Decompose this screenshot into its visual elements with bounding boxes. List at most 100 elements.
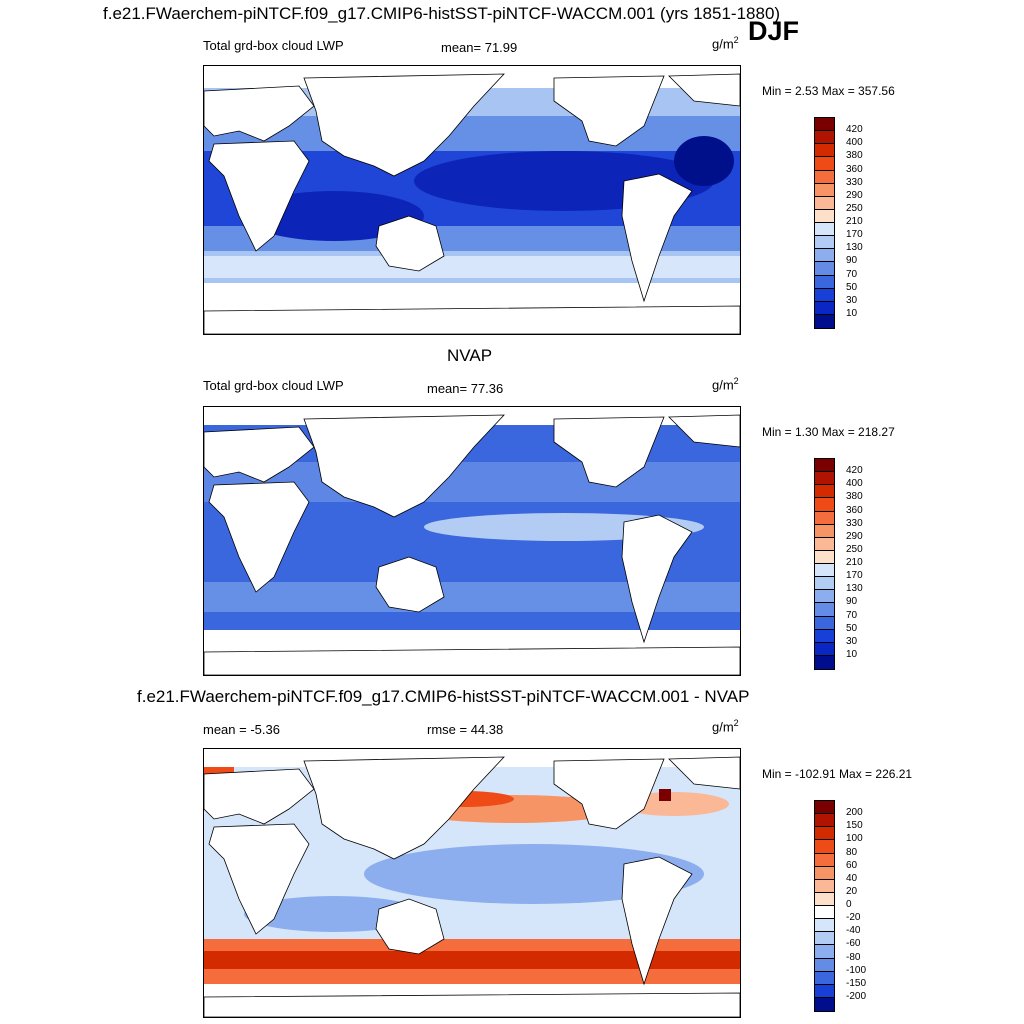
- colorbar-swatch: [815, 236, 834, 250]
- colorbar-swatch: [815, 971, 834, 985]
- colorbar-swatch: [815, 472, 834, 486]
- colorbar-tick-label: 420: [846, 465, 863, 477]
- colorbar-tick-label: 130: [846, 242, 863, 254]
- colorbar-swatch: [815, 511, 834, 525]
- colorbar-swatch: [815, 275, 834, 289]
- panel-obs-variable-label: Total grd-box cloud LWP: [203, 378, 344, 393]
- colorbar-tick-label: 170: [846, 570, 863, 582]
- colorbar-tick-label: 360: [846, 504, 863, 516]
- panel-model-colorbar-labels: 420 400 380 360 330 290 250 210 170 130 90 70 50 30 10: [846, 117, 886, 329]
- colorbar-tick-label: 360: [846, 163, 863, 175]
- colorbar-swatch: [815, 131, 834, 145]
- colorbar-tick-label: 250: [846, 202, 863, 214]
- colorbar-tick-label: 30: [846, 294, 858, 306]
- panel-diff-minmax: Min = -102.91 Max = 226.21: [762, 767, 913, 781]
- colorbar-swatch: [815, 945, 834, 959]
- colorbar-swatch: [815, 577, 834, 591]
- colorbar-swatch: [815, 984, 834, 998]
- colorbar-swatch: [815, 827, 834, 841]
- colorbar-tick-label: -40: [846, 925, 861, 937]
- panel-obs-mean-label: mean= 77.36: [427, 381, 504, 396]
- colorbar-swatch: [815, 157, 834, 171]
- colorbar-tick-label: 400: [846, 137, 863, 149]
- colorbar-tick-label: 380: [846, 150, 863, 162]
- panel-obs-minmax: Min = 1.30 Max = 218.27: [762, 425, 895, 439]
- colorbar-swatch: [815, 288, 834, 302]
- colorbar-swatch: [815, 524, 834, 538]
- colorbar-swatch: [815, 932, 834, 946]
- colorbar-tick-label: 40: [846, 872, 858, 884]
- colorbar-swatch: [815, 550, 834, 564]
- colorbar-swatch: [815, 853, 834, 867]
- obs-title: NVAP: [447, 346, 493, 365]
- colorbar-tick-label: 30: [846, 635, 858, 647]
- colorbar-tick-label: 0: [846, 899, 852, 910]
- colorbar-tick-label: 290: [846, 189, 863, 201]
- colorbar-tick-label: 330: [846, 176, 863, 188]
- colorbar-swatch: [815, 209, 834, 223]
- colorbar-swatch: [815, 223, 834, 237]
- panel-diff-map: [203, 748, 741, 1018]
- colorbar-tick-label: 90: [846, 255, 858, 267]
- colorbar-tick-label: 100: [846, 833, 863, 845]
- colorbar-tick-label: 290: [846, 530, 863, 542]
- panel-diff-colorbar-labels: 200 150 100 80 60 40 20 0 -20 -40 -60 -80 -100 -150 -2…: [846, 800, 886, 1012]
- colorbar-tick-label: 130: [846, 583, 863, 595]
- colorbar-tick-label: -100: [846, 964, 867, 976]
- colorbar-tick-label: 20: [846, 885, 858, 897]
- colorbar-swatch: [815, 866, 834, 880]
- colorbar-swatch: [815, 919, 834, 933]
- panel-obs-colorbar-labels: 420 400 380 360 330 290 250 210 170 130 90 70 50 30 10: [846, 458, 886, 670]
- colorbar-tick-label: 10: [846, 307, 858, 319]
- colorbar-tick-label: 70: [846, 609, 858, 621]
- colorbar-tick-label: 420: [846, 124, 863, 136]
- colorbar-swatch: [815, 314, 834, 328]
- colorbar-tick-label: 200: [846, 807, 863, 819]
- colorbar-tick-label: 70: [846, 268, 858, 280]
- colorbar-swatch: [815, 459, 834, 473]
- panel-diff-mean-label: mean = -5.36: [203, 722, 280, 737]
- colorbar-swatch: [815, 801, 834, 815]
- colorbar-swatch: [815, 616, 834, 630]
- panel-obs-units: g/m2: [712, 376, 739, 393]
- colorbar-swatch: [815, 170, 834, 184]
- colorbar-swatch: [815, 603, 834, 617]
- panel-obs-map: [203, 406, 741, 676]
- panel-model-variable-label: Total grd-box cloud LWP: [203, 38, 344, 53]
- panel-model-colorbar: [814, 117, 835, 329]
- colorbar-tick-label: 10: [846, 648, 858, 660]
- colorbar-swatch: [815, 958, 834, 972]
- figure-title: f.e21.FWaerchem-piNTCF.f09_g17.CMIP6-his…: [103, 4, 781, 23]
- season-label: DJF: [748, 16, 800, 46]
- colorbar-tick-label: 380: [846, 491, 863, 503]
- colorbar-tick-label: -60: [846, 938, 861, 950]
- colorbar-swatch: [815, 642, 834, 656]
- colorbar-swatch: [815, 196, 834, 210]
- colorbar-tick-label: 80: [846, 846, 858, 858]
- colorbar-tick-label: 250: [846, 543, 863, 555]
- colorbar-tick-label: 60: [846, 859, 858, 871]
- colorbar-tick-label: 50: [846, 622, 858, 634]
- colorbar-swatch: [815, 879, 834, 893]
- colorbar-tick-label: -20: [846, 912, 861, 924]
- colorbar-swatch: [815, 485, 834, 499]
- panel-model-mean-label: mean= 71.99: [441, 40, 518, 55]
- panel-diff-colorbar: [814, 800, 835, 1012]
- colorbar-tick-label: -150: [846, 977, 867, 989]
- colorbar-swatch: [815, 183, 834, 197]
- colorbar-tick-label: 330: [846, 517, 863, 529]
- colorbar-swatch: [815, 590, 834, 604]
- colorbar-tick-label: -80: [846, 951, 861, 963]
- colorbar-swatch: [815, 997, 834, 1011]
- colorbar-swatch: [815, 840, 834, 854]
- panel-diff-rmse-label: rmse = 44.38: [427, 722, 504, 737]
- colorbar-tick-label: 210: [846, 557, 863, 568]
- panel-model-minmax: Min = 2.53 Max = 357.56: [762, 84, 895, 98]
- panel-obs-colorbar: [814, 458, 835, 670]
- colorbar-swatch: [815, 498, 834, 512]
- panel-model-map: [203, 65, 741, 335]
- colorbar-swatch: [815, 144, 834, 158]
- panel-model-units: g/m2: [712, 35, 739, 52]
- difference-title: f.e21.FWaerchem-piNTCF.f09_g17.CMIP6-his…: [137, 687, 750, 706]
- colorbar-tick-label: 170: [846, 229, 863, 241]
